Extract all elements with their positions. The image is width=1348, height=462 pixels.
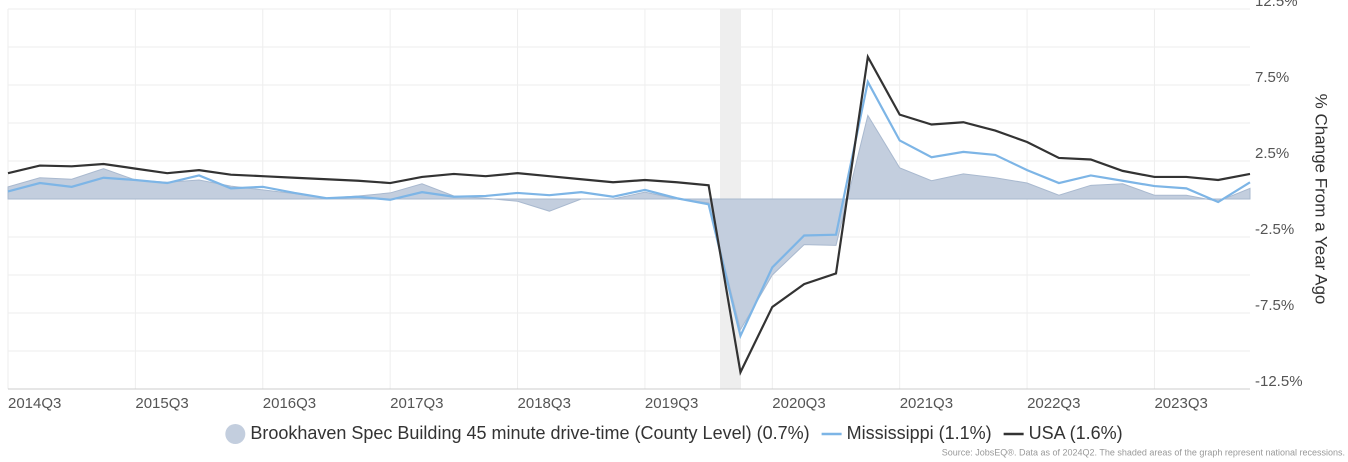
x-tick-label: 2019Q3 bbox=[645, 395, 698, 412]
x-tick-label: 2023Q3 bbox=[1154, 395, 1207, 412]
line bbox=[7, 78, 1251, 340]
y-tick-label: 7.5% bbox=[1255, 69, 1289, 86]
y-tick-label: -7.5% bbox=[1255, 297, 1294, 314]
y-tick-label: -12.5% bbox=[1255, 373, 1303, 390]
y-tick-label: 2.5% bbox=[1255, 145, 1289, 162]
x-tick-label: 2021Q3 bbox=[900, 395, 953, 412]
x-tick-label: 2017Q3 bbox=[390, 395, 443, 412]
y-axis-label: % Change From a Year Ago bbox=[1312, 94, 1331, 305]
y-tick-label: 12.5% bbox=[1255, 0, 1298, 10]
source-note: Source: JobsEQ®. Data as of 2024Q2. The … bbox=[942, 447, 1345, 457]
x-tick-label: 2018Q3 bbox=[518, 395, 571, 412]
x-tick-label: 2014Q3 bbox=[8, 395, 61, 412]
x-tick-label: 2015Q3 bbox=[135, 395, 188, 412]
y-tick-label: -2.5% bbox=[1255, 221, 1294, 238]
legend-label: Brookhaven Spec Building 45 minute drive… bbox=[250, 423, 809, 443]
x-tick-label: 2022Q3 bbox=[1027, 395, 1080, 412]
line bbox=[7, 53, 1251, 376]
area bbox=[7, 114, 1251, 332]
legend-marker bbox=[225, 424, 246, 444]
x-tick-label: 2020Q3 bbox=[772, 395, 825, 412]
legend-label: USA (1.6%) bbox=[1029, 423, 1123, 443]
legend-label: Mississippi (1.1%) bbox=[847, 423, 992, 443]
x-tick-label: 2016Q3 bbox=[263, 395, 316, 412]
legend: Brookhaven Spec Building 45 minute drive… bbox=[225, 423, 1123, 444]
